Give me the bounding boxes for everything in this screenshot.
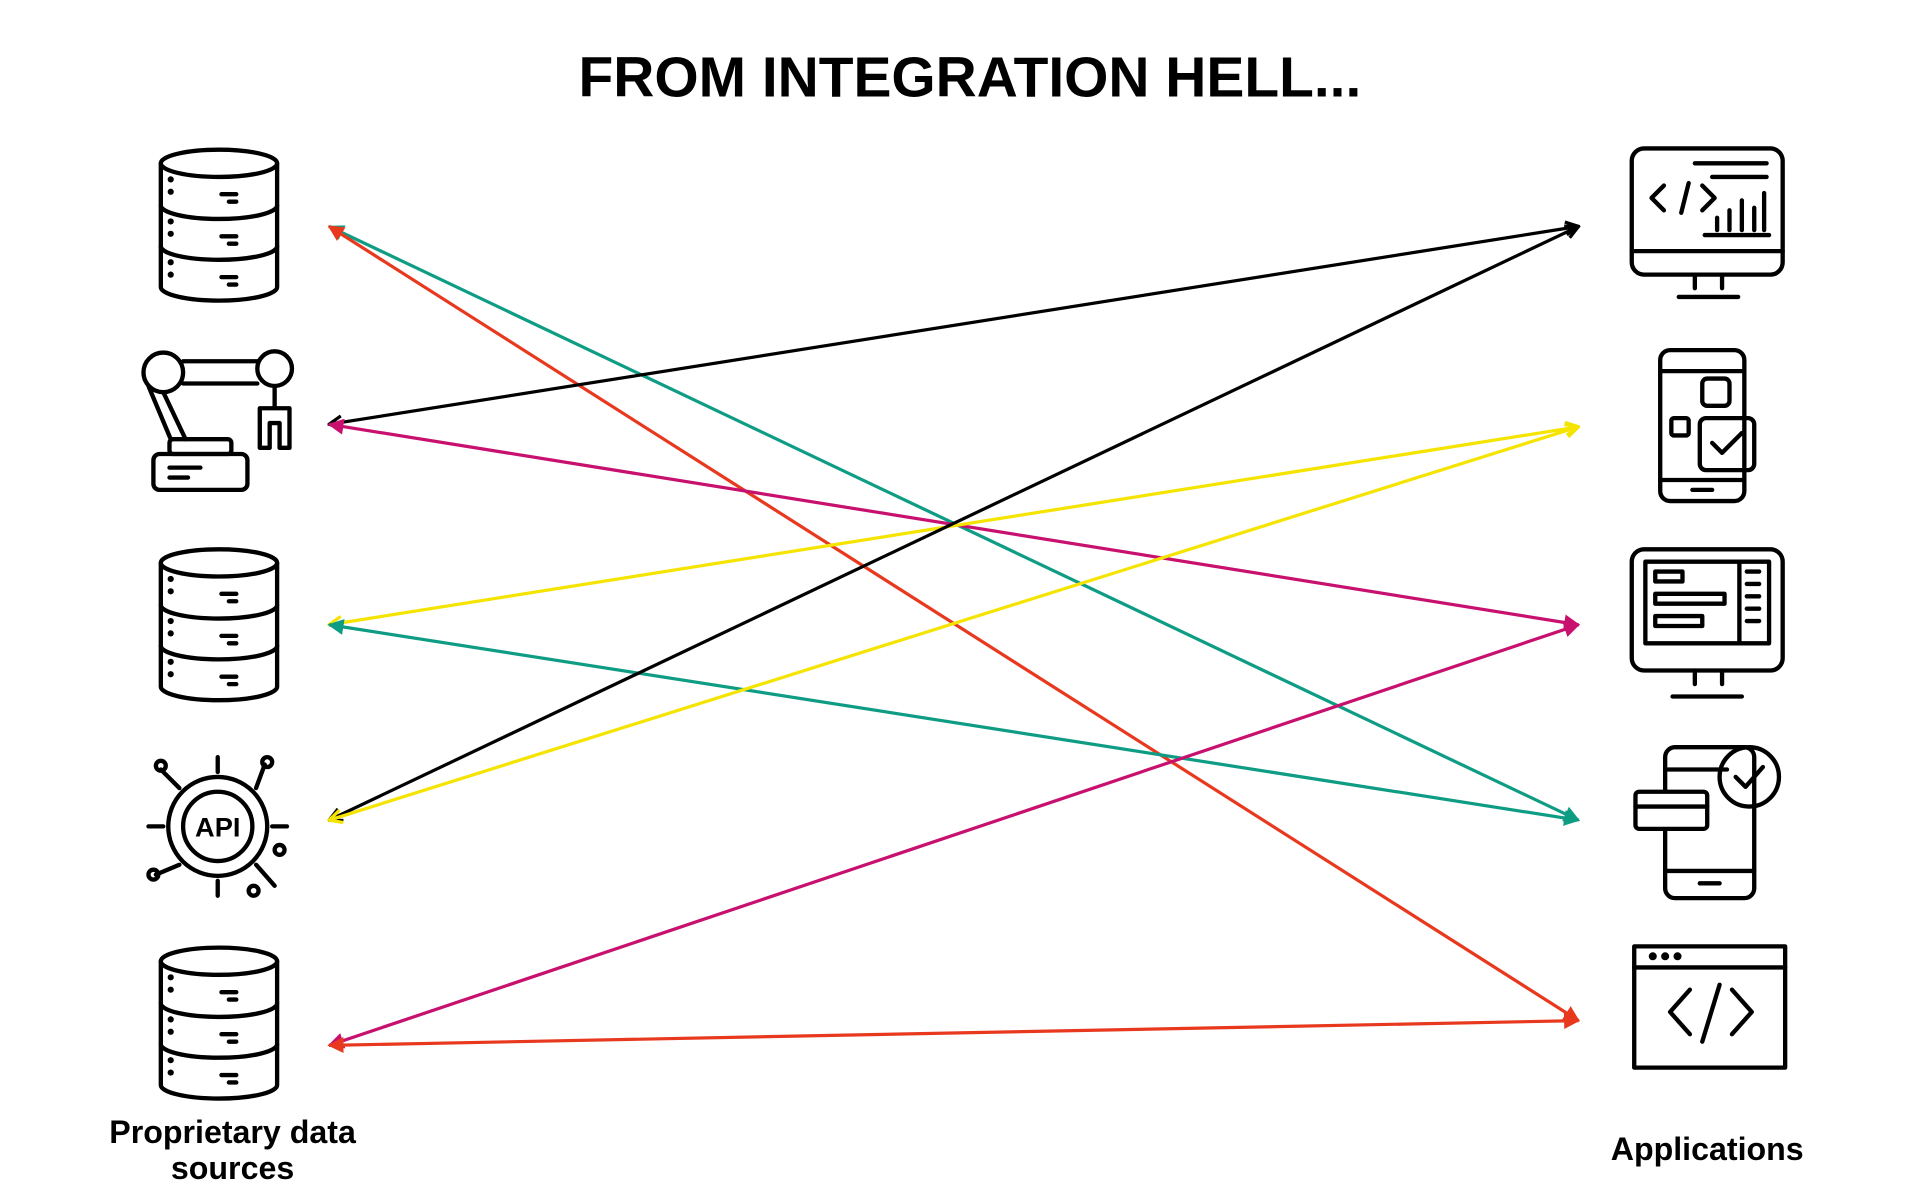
applications-label: Applications — [1611, 1131, 1804, 1167]
database-icon — [161, 948, 277, 1099]
connection — [327, 619, 1581, 826]
database-icon — [161, 150, 277, 301]
connection — [329, 226, 1578, 424]
analytics-monitor-icon — [1629, 146, 1785, 300]
sources-label: Proprietary data — [109, 1114, 357, 1150]
dashboard-monitor-icon — [1629, 547, 1785, 699]
code-window-icon — [1632, 944, 1788, 1070]
robot-arm-icon — [141, 349, 295, 493]
mobile-app-icon — [1658, 347, 1757, 504]
title: FROM INTEGRATION HELL... — [579, 46, 1362, 110]
connections — [327, 226, 1581, 1054]
sources-label: sources — [171, 1150, 294, 1186]
api-icon: API — [146, 754, 290, 898]
connection — [327, 621, 1581, 1049]
svg-text:API: API — [195, 811, 240, 842]
connection — [327, 1012, 1581, 1054]
database-icon — [161, 549, 277, 700]
payment-phone-icon — [1633, 745, 1782, 901]
connection — [329, 427, 1578, 820]
